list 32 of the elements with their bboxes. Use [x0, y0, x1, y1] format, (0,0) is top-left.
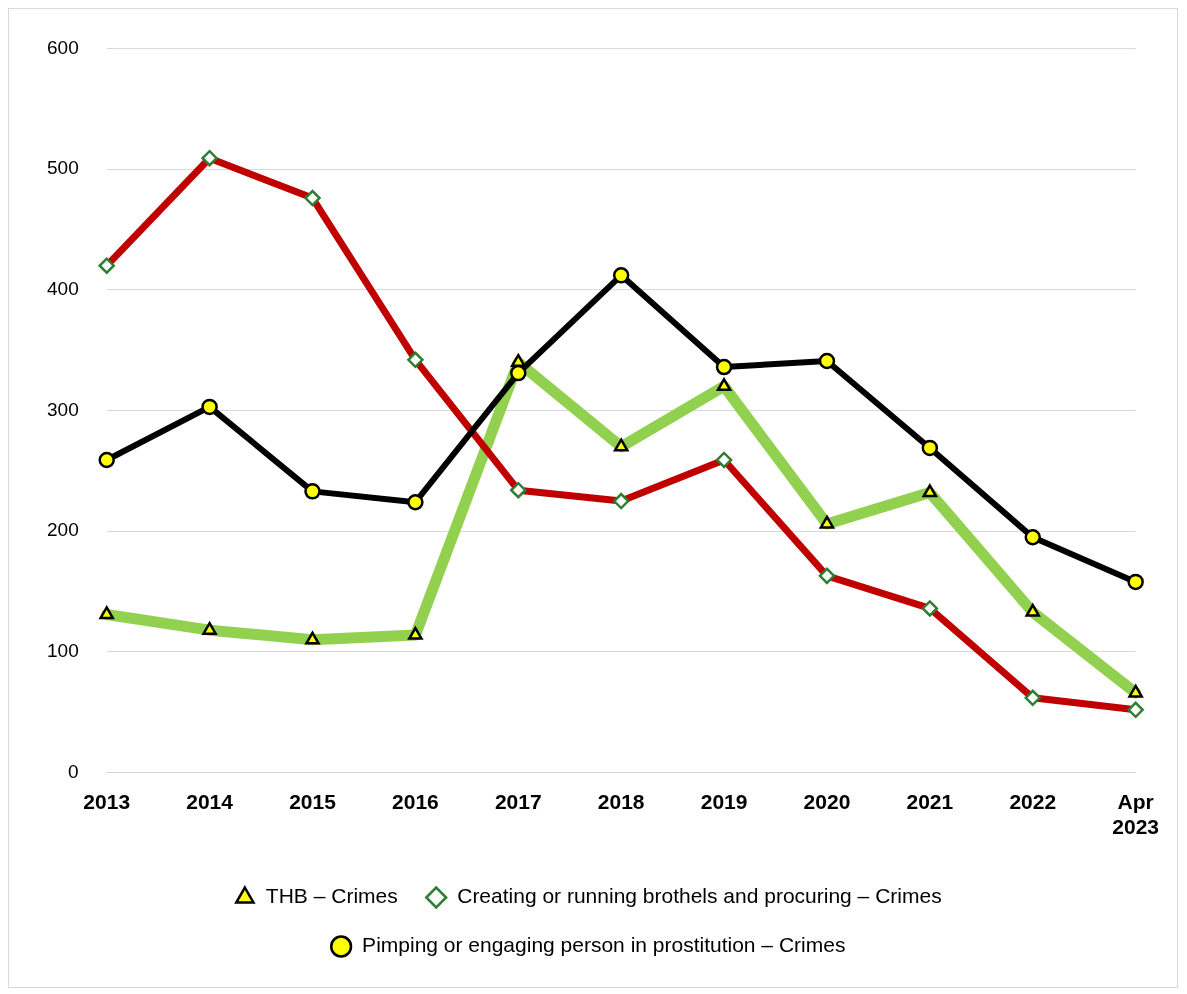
legend-label: Pimping or engaging person in prostitution – Crimes [362, 933, 846, 957]
point [98, 451, 115, 469]
point [304, 483, 321, 500]
x-tick-label: 2014 [186, 790, 234, 813]
y-tick-label: 600 [47, 36, 79, 58]
x-tick-label: 2018 [597, 790, 645, 813]
point [612, 267, 630, 284]
y-tick-label: 100 [47, 640, 79, 662]
x-tick-label: 2016 [392, 790, 439, 813]
x-tick-label: 2022 [1009, 790, 1057, 813]
x-tick-label: Apr 2023 [1112, 790, 1159, 839]
point [1024, 528, 1041, 546]
y-tick-label: 0 [68, 760, 79, 782]
legend-label: THB – Crimes [265, 884, 398, 908]
y-tick-label: 400 [47, 278, 79, 300]
legend-label: Creating or running brothels and procuring – Crimes [457, 884, 942, 908]
y-tick-label: 200 [47, 519, 79, 541]
point [818, 352, 836, 370]
point [921, 439, 939, 457]
point [715, 358, 733, 376]
x-tick-label: 2017 [494, 790, 542, 813]
x-tick-label: 2013 [83, 790, 131, 813]
y-tick-label: 300 [47, 398, 79, 420]
point [201, 398, 218, 416]
x-tick-label: 2015 [289, 790, 337, 813]
point [1127, 573, 1144, 591]
point [407, 493, 424, 511]
y-tick-label: 500 [47, 157, 79, 179]
x-tick-label: 2020 [803, 790, 851, 813]
x-tick-label: 2021 [906, 790, 954, 813]
point [510, 364, 527, 382]
x-tick-label: 2019 [700, 790, 748, 813]
